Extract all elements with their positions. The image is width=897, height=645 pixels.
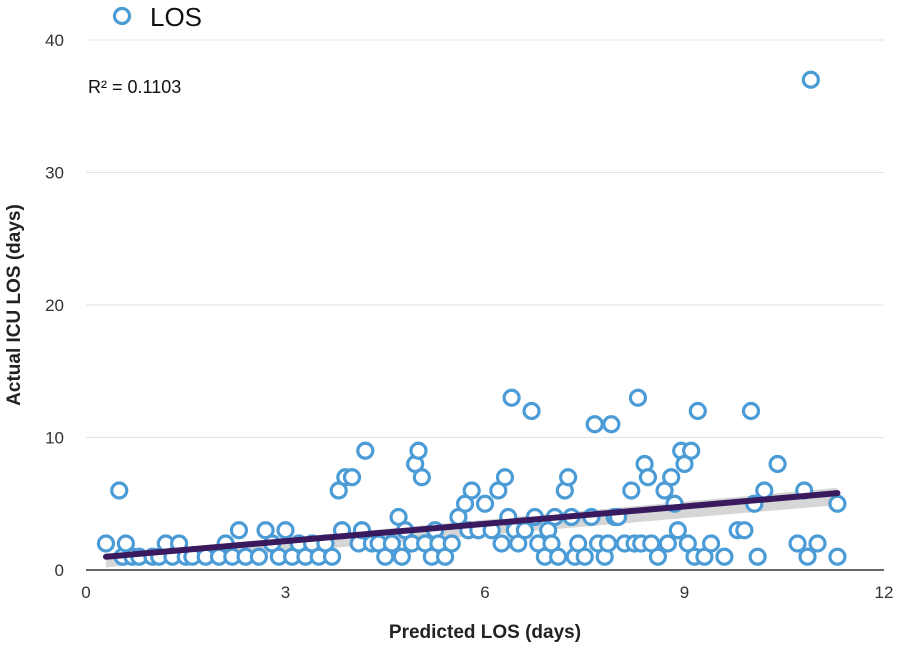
data-point (598, 534, 618, 553)
y-tick-label: 20 (45, 296, 64, 315)
x-tick-labels: 0 3 6 9 12 (81, 583, 893, 602)
x-tick-label: 9 (680, 583, 689, 602)
data-point (602, 415, 621, 434)
data-point (495, 468, 515, 487)
x-tick-label: 3 (281, 583, 290, 602)
data-point (442, 534, 461, 553)
y-tick-label: 0 (55, 561, 64, 580)
data-point (828, 547, 847, 566)
data-point (462, 481, 481, 500)
x-tick-label: 0 (81, 583, 90, 602)
data-point (392, 547, 411, 566)
data-point (788, 534, 807, 553)
data-point (662, 468, 681, 487)
data-point (701, 534, 721, 553)
data-point (492, 534, 511, 553)
data-point (382, 534, 401, 553)
data-point (409, 441, 428, 460)
legend-label: LOS (150, 2, 202, 32)
x-axis-title: Predicted LOS (days) (389, 622, 581, 643)
data-point (276, 521, 295, 540)
data-point (688, 401, 707, 421)
legend: LOS (112, 2, 202, 32)
data-point (522, 401, 541, 421)
data-point (622, 481, 641, 500)
data-point (715, 547, 734, 566)
data-point (110, 481, 129, 500)
data-point (808, 534, 827, 553)
x-tick-label: 12 (875, 583, 894, 602)
data-point (628, 388, 648, 407)
y-tick-label: 30 (45, 164, 64, 183)
data-point (668, 521, 687, 540)
y-tick-labels: 0 10 20 30 40 (45, 31, 64, 580)
data-point (741, 401, 761, 421)
x-tick-label: 6 (480, 583, 489, 602)
data-point (798, 547, 817, 566)
data-point (342, 468, 362, 487)
data-point (322, 547, 342, 566)
trendline-layer (102, 490, 841, 560)
data-point (648, 547, 668, 566)
data-point (585, 415, 604, 434)
data-point (748, 547, 767, 566)
data-point (768, 454, 787, 474)
data-point (356, 441, 375, 460)
data-point (96, 534, 116, 553)
data-point (755, 481, 774, 500)
data-point (229, 521, 249, 540)
data-point (735, 521, 754, 540)
gridlines (86, 39, 884, 438)
data-point (502, 388, 521, 407)
legend-marker (112, 6, 132, 26)
data-point (682, 441, 701, 460)
y-axis-title: Actual ICU LOS (days) (4, 204, 25, 406)
data-point (638, 468, 658, 487)
data-point (249, 547, 268, 566)
r-squared-annotation: R² = 0.1103 (88, 77, 181, 97)
points-layer (96, 70, 847, 566)
data-point (801, 70, 820, 89)
data-point (515, 521, 535, 540)
data-point (559, 468, 578, 487)
data-point (412, 468, 431, 487)
y-tick-label: 40 (45, 31, 64, 50)
data-point (475, 494, 495, 513)
data-point (549, 547, 568, 566)
data-point (575, 547, 594, 566)
y-tick-label: 10 (45, 429, 64, 448)
data-point (828, 494, 847, 513)
trendline (102, 490, 841, 560)
data-point (658, 534, 677, 553)
